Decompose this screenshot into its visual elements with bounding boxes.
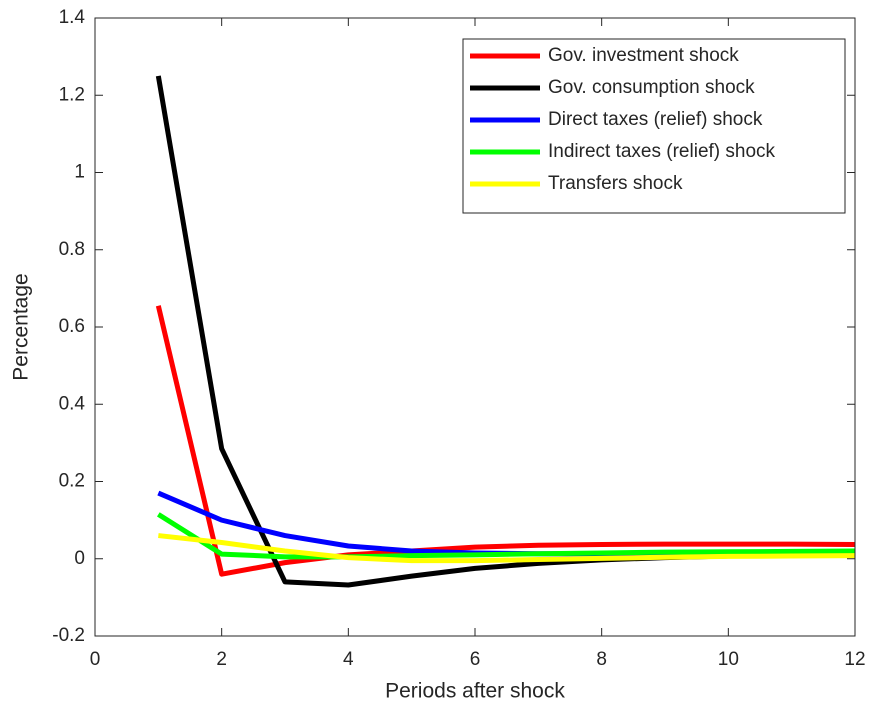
x-tick-label: 6: [470, 649, 481, 670]
y-tick-label: 1.4: [59, 7, 86, 28]
x-tick-label: 4: [343, 649, 354, 670]
legend-label: Transfers shock: [548, 173, 683, 194]
legend-label: Indirect taxes (relief) shock: [548, 141, 776, 162]
y-tick-label: -0.2: [52, 625, 85, 646]
x-tick-label: 0: [90, 649, 101, 670]
series-line: [158, 533, 856, 564]
series-line: [157, 512, 856, 560]
x-tick-label: 8: [596, 649, 607, 670]
y-tick-label: 1: [74, 162, 85, 183]
y-tick-label: 0.4: [59, 393, 86, 414]
x-tick-label: 10: [718, 649, 739, 670]
y-axis-label: Percentage: [10, 273, 33, 380]
legend-label: Gov. consumption shock: [548, 77, 755, 98]
y-tick-label: 0.8: [59, 239, 85, 260]
y-tick-label: 0.2: [59, 471, 85, 492]
y-tick-label: 0: [74, 548, 85, 569]
y-tick-label: 1.2: [59, 84, 85, 105]
y-tick-label: 0.6: [59, 316, 85, 337]
plot-area: [155, 75, 856, 588]
x-tick-label: 12: [844, 649, 865, 670]
x-axis-label: Periods after shock: [385, 680, 565, 703]
legend-label: Gov. investment shock: [548, 45, 739, 66]
legend-label: Direct taxes (relief) shock: [548, 109, 763, 130]
x-tick-label: 2: [216, 649, 227, 670]
